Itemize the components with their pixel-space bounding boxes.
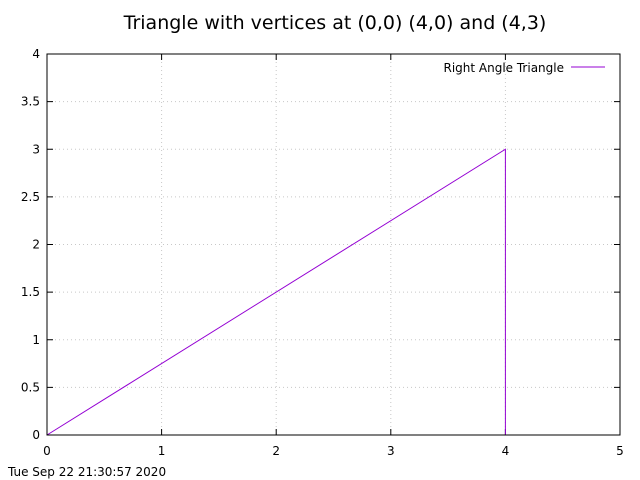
legend-label: Right Angle Triangle (443, 61, 564, 75)
timestamp: Tue Sep 22 21:30:57 2020 (7, 465, 166, 479)
x-tick-label: 2 (272, 444, 280, 458)
y-tick-label: 0.5 (21, 380, 40, 394)
y-tick-label: 2.5 (21, 190, 40, 204)
y-tick-label: 4 (32, 47, 40, 61)
legend: Right Angle Triangle (443, 61, 605, 75)
y-tick-label: 1.5 (21, 285, 40, 299)
chart-title: Triangle with vertices at (0,0) (4,0) an… (123, 12, 547, 34)
grid (47, 54, 620, 435)
x-tick-label: 1 (158, 444, 166, 458)
axis-ticks (46, 53, 621, 436)
y-tick-label: 3.5 (21, 95, 40, 109)
x-tick-label: 3 (387, 444, 395, 458)
y-tick-label: 3 (32, 142, 40, 156)
y-tick-label: 0 (32, 428, 40, 442)
x-tick-label: 0 (43, 444, 51, 458)
x-tick-labels: 0 1 2 3 4 5 (43, 444, 624, 458)
x-tick-label: 5 (616, 444, 624, 458)
y-tick-label: 2 (32, 238, 40, 252)
y-tick-label: 1 (32, 333, 40, 347)
plot-frame (46, 53, 621, 436)
x-tick-label: 4 (502, 444, 510, 458)
y-tick-labels: 0 0.5 1 1.5 2 2.5 3 3.5 4 (21, 47, 40, 442)
